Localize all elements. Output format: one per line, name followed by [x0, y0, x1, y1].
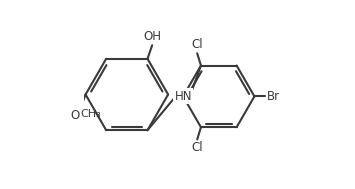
- Text: Br: Br: [267, 90, 280, 103]
- Text: Cl: Cl: [192, 141, 203, 154]
- Text: O: O: [71, 109, 80, 122]
- Text: Cl: Cl: [192, 38, 203, 51]
- Text: HN: HN: [174, 90, 192, 103]
- Text: OH: OH: [143, 30, 162, 43]
- Text: CH₃: CH₃: [81, 109, 101, 119]
